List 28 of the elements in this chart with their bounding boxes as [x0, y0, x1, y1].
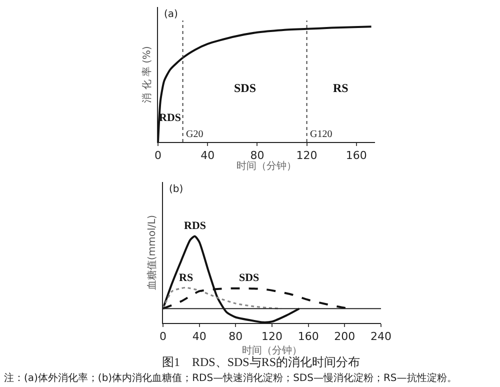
x-tick-label: 120	[296, 149, 318, 162]
annotation: RS	[333, 81, 349, 95]
series-label: SDS	[239, 272, 260, 284]
text: 注：(a)体外消化率；(b)体内消化血糖值；RDS—快速消化淀粉；SDS—慢消化淀粉；RS—抗性淀粉。	[4, 372, 457, 384]
x-axis-title: 时间（分钟）	[242, 344, 302, 357]
x-tick-label: 240	[370, 330, 392, 344]
x-axis-title: 时间（分钟）	[236, 160, 296, 172]
annotation: SDS	[234, 81, 256, 95]
ref-line-label: G120	[310, 129, 332, 140]
chart-title: (a)	[164, 9, 178, 20]
series-label: RS	[179, 272, 194, 284]
x-tick-label: 80	[228, 330, 243, 344]
caption: 图1 RDS、SDS与RS的消化时间分布	[162, 355, 360, 369]
x-tick-label: 80	[250, 149, 264, 162]
annotation: RDS	[159, 112, 182, 124]
ref-line-label: G20	[186, 129, 204, 140]
x-tick-label: 120	[262, 330, 282, 344]
x-tick-label: 40	[192, 330, 206, 344]
y-axis-title: 血糖值(mmol/L)	[146, 214, 158, 290]
x-tick-label: 160	[346, 149, 367, 162]
y-axis-title: 消 化 率 (%)	[141, 46, 153, 103]
series-label: RDS	[184, 220, 206, 232]
x-tick-label: 40	[200, 149, 215, 162]
x-tick-label: 160	[298, 330, 319, 344]
x-tick-label: 200	[334, 330, 356, 344]
chart-title: (b)	[169, 184, 184, 195]
x-tick-label: 0	[154, 149, 162, 162]
x-tick-label: 0	[160, 330, 166, 344]
